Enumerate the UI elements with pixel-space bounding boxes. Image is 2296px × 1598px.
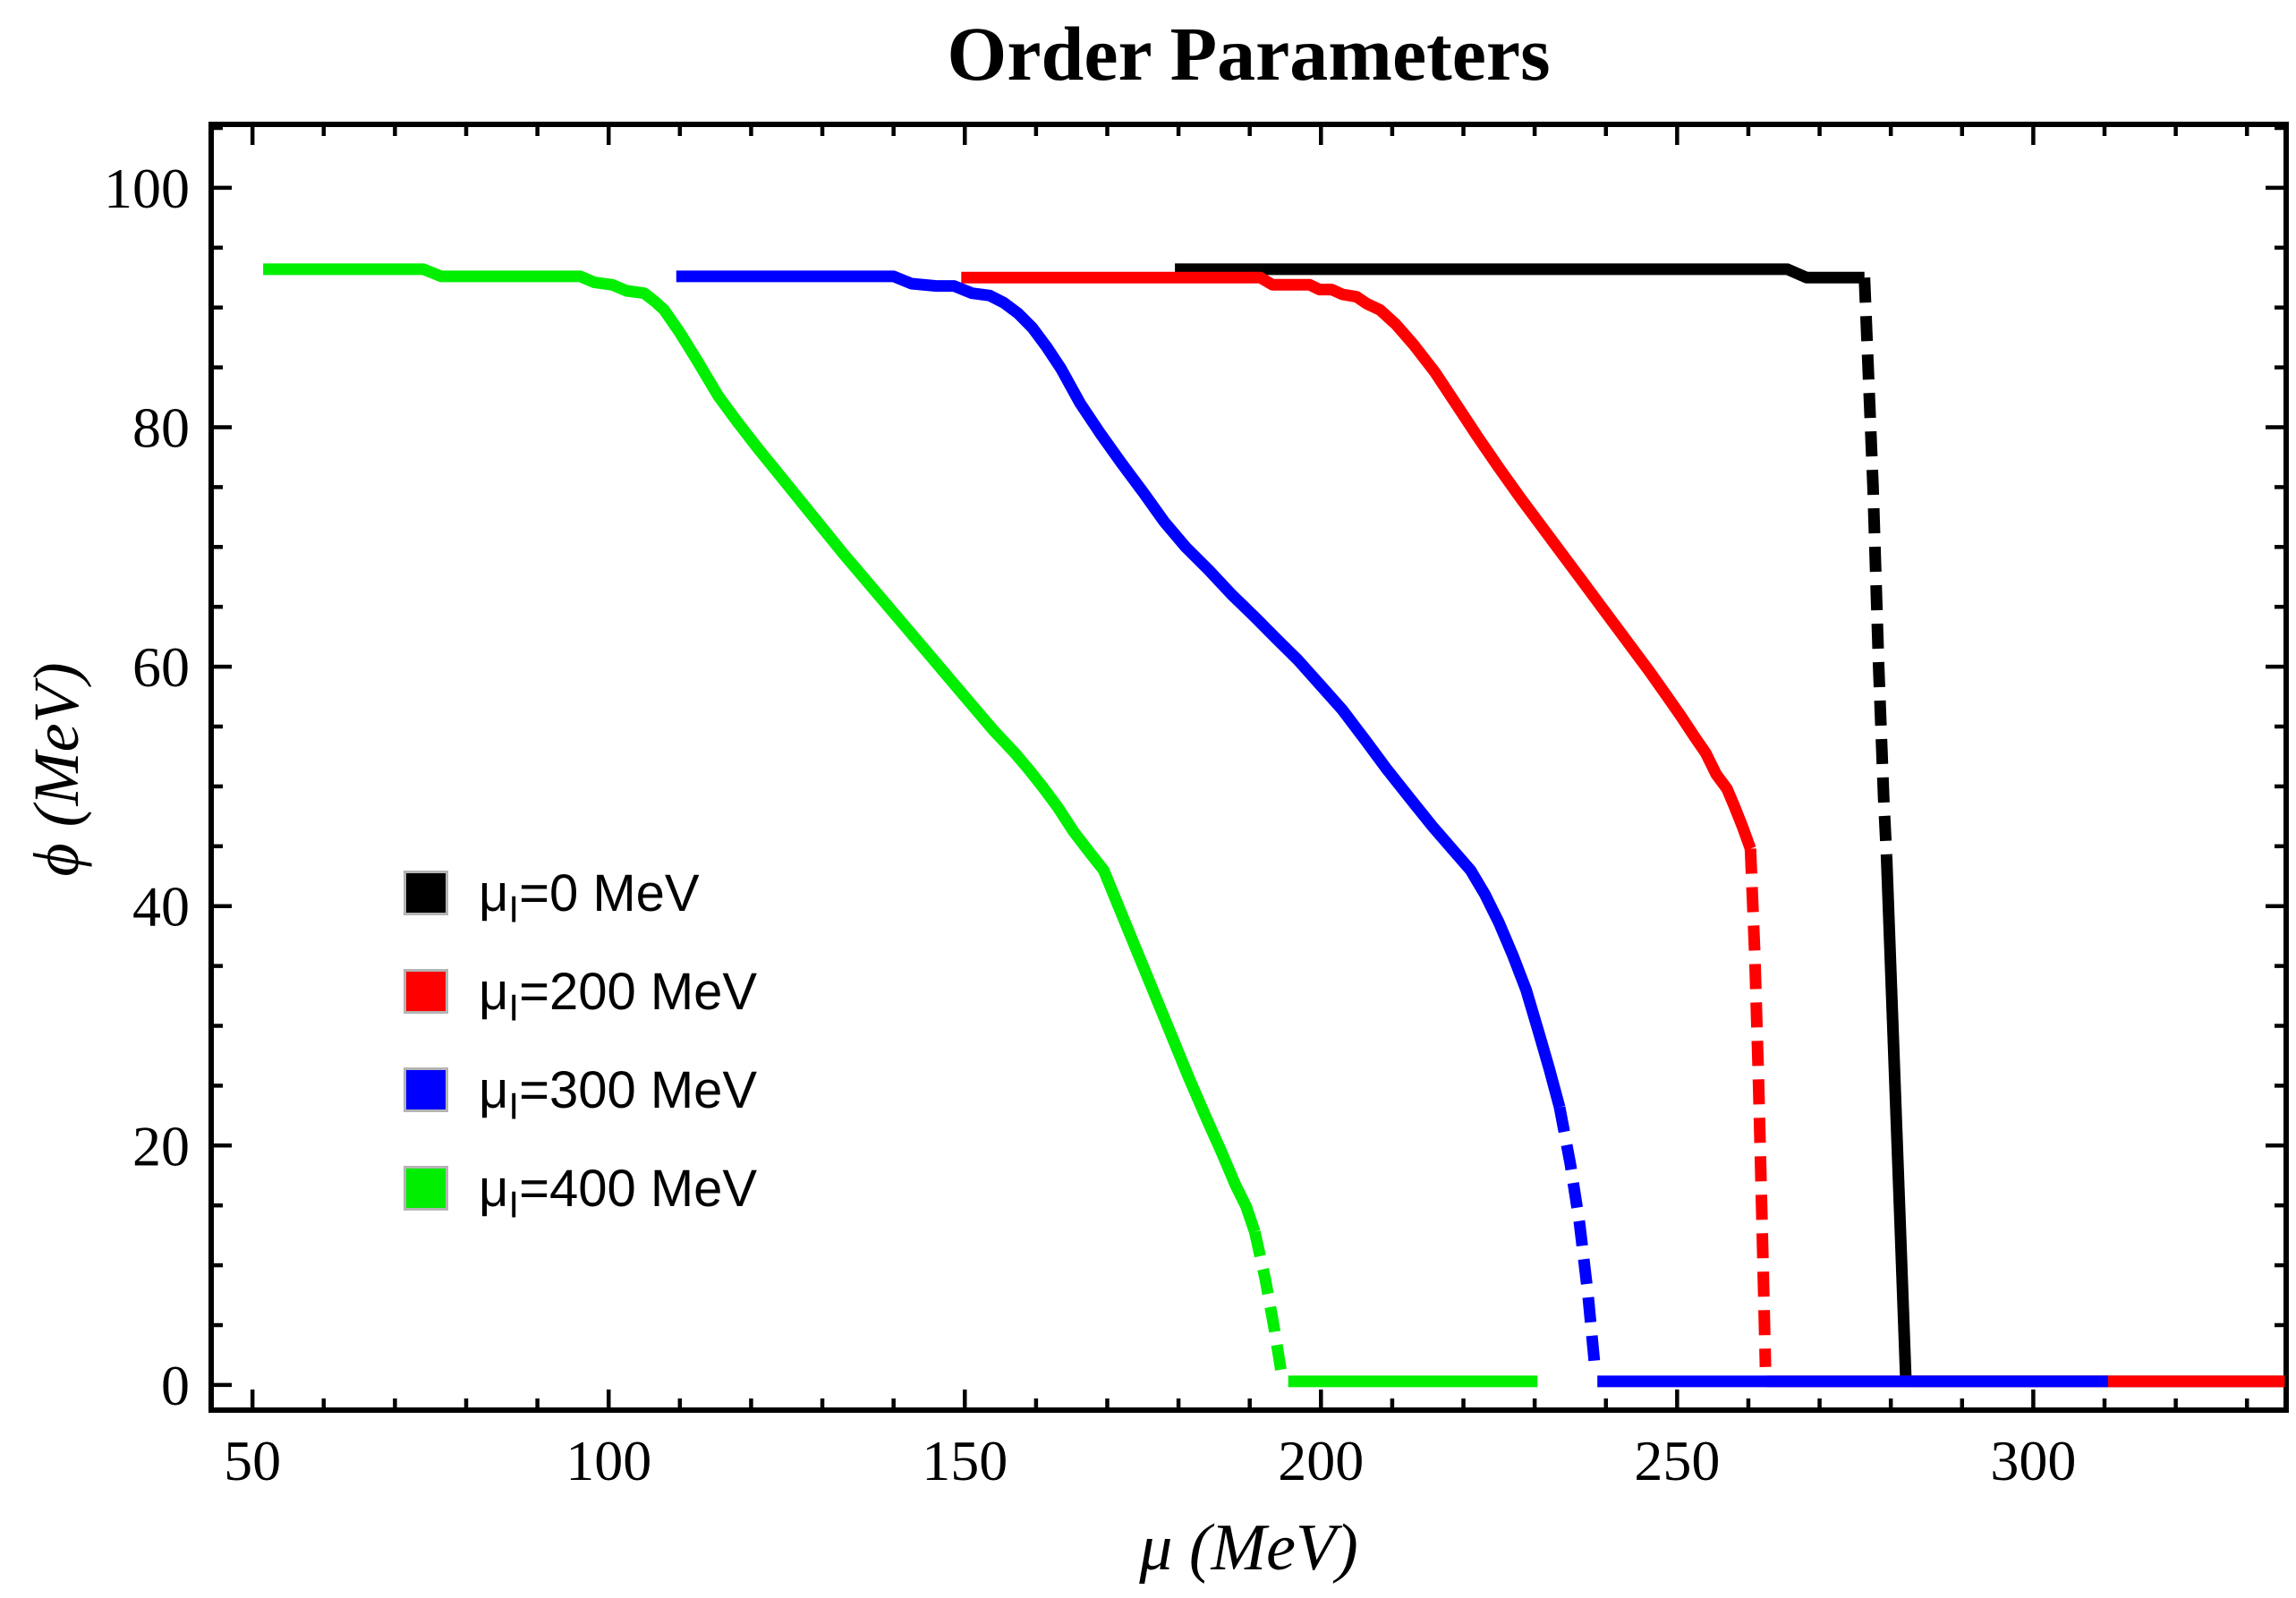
y-tick-label: 60 (132, 635, 190, 699)
legend-label: μI=200 MeV (479, 962, 758, 1029)
x-tick-label: 300 (1990, 1429, 2076, 1492)
y-tick-label: 0 (161, 1354, 190, 1417)
y-tick-label: 40 (132, 875, 190, 939)
series-segment-dashed (1744, 848, 1772, 1367)
x-axis-label: μ (MeV) (1139, 1511, 1358, 1585)
series-segment-dashed (1248, 1230, 1288, 1377)
series-segment-dashed (1553, 1106, 1602, 1372)
chart-title: Order Parameters (947, 11, 1551, 97)
series-segment-solid (961, 271, 1756, 851)
legend-item: μI=400 MeV (404, 1160, 757, 1223)
series-segment-dashed (1858, 277, 1892, 856)
series--i-0-mev (1175, 263, 2285, 1388)
legend-item: μI=200 MeV (404, 963, 757, 1026)
y-tick-label: 20 (132, 1114, 190, 1177)
legend-swatch (404, 871, 448, 915)
y-tick-label: 80 (132, 396, 190, 460)
x-tick-label: 100 (565, 1429, 651, 1492)
legend-swatch (404, 1067, 448, 1112)
legend-label: μI=0 MeV (479, 863, 700, 931)
y-axis-label: ϕ (MeV) (21, 662, 92, 877)
series-segment-solid (263, 263, 1261, 1234)
series--i-300-mev (676, 270, 2108, 1388)
legend-label: μI=300 MeV (479, 1060, 758, 1127)
series--i-200-mev (961, 271, 2285, 1388)
x-tick-label: 200 (1278, 1429, 1364, 1492)
x-tick-label: 150 (922, 1429, 1008, 1492)
series--i-400-mev (263, 263, 1538, 1388)
x-tick-label: 250 (1634, 1429, 1720, 1492)
legend-swatch (404, 1166, 448, 1211)
x-tick-label: 50 (224, 1429, 281, 1492)
legend: μI=0 MeV μI=200 MeV μI=300 MeV μI=400 MeV (404, 864, 757, 1261)
legend-item: μI=300 MeV (404, 1061, 757, 1125)
legend-swatch (404, 969, 448, 1014)
axis-ticks (211, 124, 2286, 1410)
series-segment-solid (1175, 263, 1865, 284)
tick-labels: 50 100 150 200 250 300 0 20 40 60 80 100 (104, 157, 2076, 1492)
series-segment-solid (676, 270, 1566, 1109)
legend-label: μI=400 MeV (479, 1159, 758, 1226)
series-segment-solid (1880, 855, 1912, 1379)
y-tick-label: 100 (104, 157, 190, 220)
legend-item: μI=0 MeV (404, 864, 757, 928)
